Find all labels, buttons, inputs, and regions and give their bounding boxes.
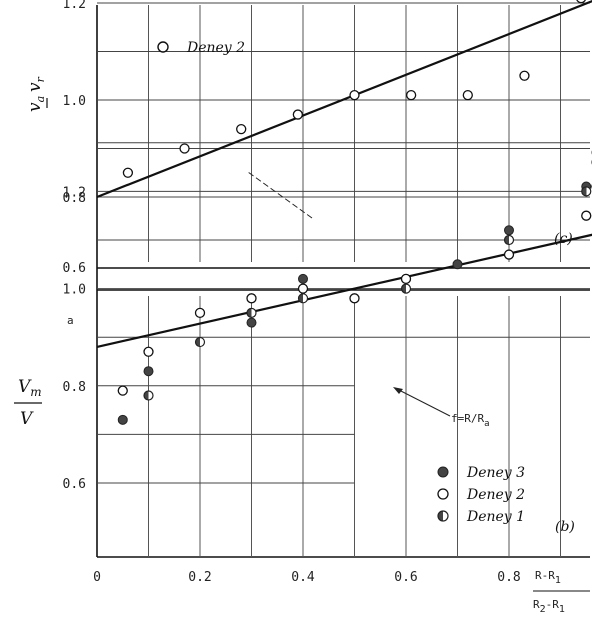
xtick-label: 0.6 bbox=[394, 570, 417, 585]
bottom-point-deney-2 bbox=[194, 307, 206, 319]
top-point-deney-2 bbox=[236, 123, 247, 135]
xlabel-den-r: R bbox=[533, 598, 540, 611]
bottom-panel: Vm V a 0.6 0.6 0.8 1.0 1.2 0 0.2 0.4 0.6 0.8 f=… bbox=[14, 150, 592, 615]
bottom-legend: Deney 3 Deney 2 Deney 1 bbox=[437, 465, 525, 525]
legend-label-deney-1: Deney 1 bbox=[466, 509, 525, 525]
legend-label-deney-3: Deney 3 bbox=[466, 465, 525, 481]
bottom-point-deney-2 bbox=[297, 283, 309, 294]
bottom-annotation-sub: a bbox=[484, 419, 489, 429]
bottom-point-deney-1 bbox=[246, 307, 257, 318]
bottom-annotation: f=R/Ra bbox=[451, 412, 490, 429]
bottom-panel-label: (b) bbox=[555, 519, 575, 535]
top-ylabel-v2: v bbox=[25, 82, 45, 92]
bottom-point-deney-1 bbox=[297, 293, 309, 304]
xlabel-den: R2-R1 bbox=[533, 598, 565, 615]
xtick-label: 0.2 bbox=[188, 570, 211, 585]
top-panel-grid bbox=[97, 2, 590, 262]
xlabel-den-sub1: 1 bbox=[559, 604, 565, 615]
top-data-points bbox=[122, 0, 586, 178]
bottom-point-deney-2 bbox=[117, 385, 128, 396]
bottom-ytick-label: 0.8 bbox=[63, 380, 86, 395]
top-legend-label: Deney 2 bbox=[186, 40, 245, 56]
bottom-point-deney-3 bbox=[452, 259, 463, 270]
legend-marker-deney-3 bbox=[437, 466, 449, 478]
xlabel: R-R1 R2-R1 bbox=[533, 569, 590, 615]
top-point-deney-2 bbox=[179, 143, 190, 154]
top-panel: va vr Deney 2 (c) 0.81.01.21.4 bbox=[25, 0, 592, 247]
bottom-annotation-main: f=R/R bbox=[451, 412, 484, 425]
xlabel-den-sub2: 2 bbox=[540, 604, 546, 615]
xlabel-num: R-R1 bbox=[535, 569, 561, 586]
bottom-ylabel-extra: a bbox=[67, 314, 74, 327]
bottom-ytick-label: 1.0 bbox=[63, 283, 86, 298]
bottom-annotation-arrow bbox=[394, 387, 451, 417]
bottom-extra-tick: 0.6 bbox=[63, 261, 86, 276]
bottom-point-deney-1 bbox=[194, 336, 206, 348]
top-ytick-label: 1.2 bbox=[63, 0, 86, 12]
top-point-deney-2 bbox=[122, 167, 134, 178]
bottom-point-deney-2 bbox=[503, 249, 515, 260]
top-point-deney-2 bbox=[519, 70, 530, 81]
xtick-label: 0.8 bbox=[497, 570, 520, 585]
bottom-point-deney-2 bbox=[246, 293, 257, 304]
xlabel-num-main: R-R bbox=[535, 569, 555, 582]
xtick-label: 0 bbox=[93, 570, 101, 585]
top-point-deney-2 bbox=[292, 109, 304, 120]
bottom-point-deney-3 bbox=[143, 366, 154, 377]
top-point-deney-2 bbox=[349, 90, 360, 101]
xlabel-num-sub: 1 bbox=[555, 575, 561, 586]
top-point-deney-2 bbox=[576, 0, 586, 4]
bottom-point-deney-1 bbox=[400, 283, 412, 294]
bottom-yticks: 0.6 0.8 1.0 1.2 bbox=[63, 185, 86, 492]
legend-marker-deney-1 bbox=[437, 510, 449, 522]
bottom-ylabel-V-m: Vm bbox=[18, 377, 42, 399]
bottom-ytick-label: 0.6 bbox=[63, 477, 86, 492]
bottom-panel-grid bbox=[97, 142, 590, 557]
top-ylabel-v-a: va bbox=[25, 96, 47, 112]
bottom-ylabel-sub-m: m bbox=[30, 385, 41, 399]
top-point-deney-2 bbox=[462, 90, 473, 101]
top-yticks: 0.81.01.21.4 bbox=[63, 0, 86, 206]
bottom-point-deney-1 bbox=[581, 186, 592, 197]
xlabel-den-minus-r: -R bbox=[546, 598, 560, 611]
bottom-point-deney-2 bbox=[400, 273, 412, 285]
bottom-point-deney-3 bbox=[504, 225, 514, 236]
bottom-point-deney-2 bbox=[349, 293, 360, 304]
bottom-point-deney-3 bbox=[298, 273, 308, 284]
bottom-ylabel-V2: V bbox=[20, 409, 34, 429]
top-ytick-label: 0.8 bbox=[63, 191, 86, 206]
bottom-ylabel-V1: V bbox=[18, 377, 32, 397]
bottom-fit-line bbox=[96, 233, 592, 348]
bottom-point-deney-3 bbox=[246, 317, 257, 328]
bottom-data-points bbox=[117, 150, 592, 425]
top-fit-line bbox=[96, 0, 592, 199]
bottom-point-deney-1 bbox=[143, 390, 154, 401]
top-annotation-arrow bbox=[247, 171, 313, 219]
top-ylabel-v1: v bbox=[25, 102, 45, 112]
bottom-ytick-label: 1.2 bbox=[63, 185, 86, 200]
bottom-point-deney-2 bbox=[143, 346, 154, 357]
top-ylabel-sub-r: r bbox=[34, 76, 47, 82]
bottom-point-deney-1 bbox=[503, 234, 515, 246]
legend-label-deney-2: Deney 2 bbox=[466, 487, 525, 503]
bottom-point-deney-3 bbox=[117, 414, 128, 425]
legend-marker-deney-2 bbox=[437, 488, 449, 500]
top-ytick-label: 1.0 bbox=[63, 94, 86, 109]
top-ylabel-v-r: vr bbox=[25, 76, 47, 92]
top-point-deney-2 bbox=[405, 90, 417, 101]
bottom-annotation-arrowhead bbox=[393, 387, 403, 394]
xticks: 0 0.2 0.4 0.6 0.8 bbox=[93, 570, 521, 585]
top-legend-marker bbox=[157, 41, 169, 53]
xtick-label: 0.4 bbox=[291, 570, 315, 585]
bottom-point-deney-2 bbox=[581, 210, 592, 221]
top-ylabel-sub-a: a bbox=[34, 96, 47, 103]
